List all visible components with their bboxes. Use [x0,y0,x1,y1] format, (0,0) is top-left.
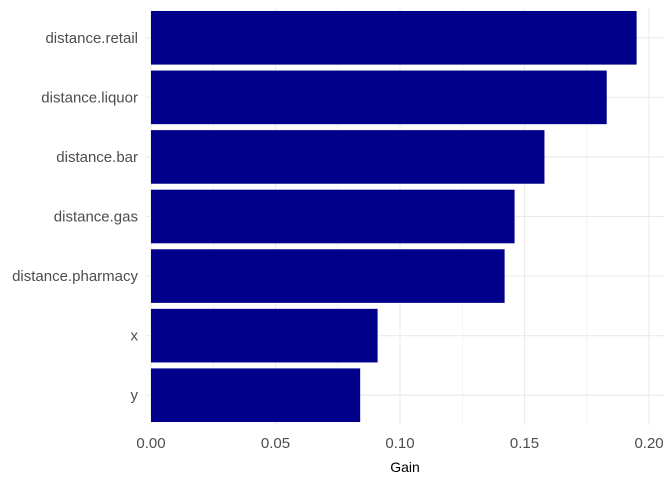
bar-distance-gas [150,189,515,244]
x-tick-label: 0.20 [634,435,663,452]
y-tick-label: distance.bar [56,149,138,166]
bar-distance-liquor [150,70,607,125]
bar-distance-retail [150,10,637,65]
bar-distance-bar [150,130,545,184]
y-tick-label: distance.gas [54,209,138,226]
y-tick-label: distance.pharmacy [12,268,138,285]
x-axis-tick-labels: 0.00 0.05 0.10 0.15 0.20 [136,435,663,452]
x-tick-label: 0.10 [385,435,414,452]
bars [150,10,637,423]
y-tick-label: x [131,328,139,345]
bar-distance-pharmacy [150,249,505,303]
x-tick-label: 0.05 [261,435,290,452]
bar-y [150,368,361,423]
y-tick-label: distance.liquor [41,89,138,106]
x-tick-label: 0.15 [510,435,539,452]
y-tick-label: distance.retail [45,30,138,47]
bar-x [150,308,378,363]
x-tick-label: 0.00 [136,435,165,452]
y-tick-label: y [131,387,139,404]
x-axis-title: Gain [390,459,420,475]
y-axis-tick-labels: distance.retail distance.liquor distance.b… [12,30,138,404]
